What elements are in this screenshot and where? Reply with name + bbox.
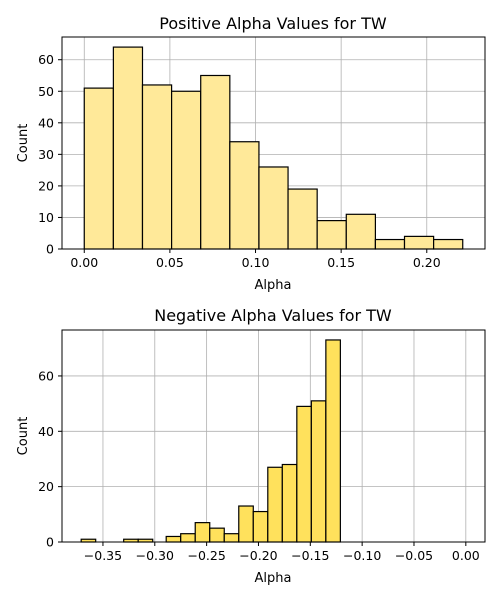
negative-alpha-bar xyxy=(325,339,341,543)
positive-alpha-bar xyxy=(200,74,231,250)
negative-alpha-bar xyxy=(194,522,211,543)
negative-alpha-x-axis-label: Alpha xyxy=(255,571,292,586)
positive-alpha-plot-frame xyxy=(61,36,486,250)
negative-alpha-y-tick-label: 0 xyxy=(46,535,54,550)
negative-alpha-y-axis-label: Count xyxy=(16,417,31,456)
positive-alpha-y-tick-label: 10 xyxy=(38,210,54,225)
negative-alpha-y-ticks: 0 20 40 60 xyxy=(38,368,62,550)
positive-alpha-y-tick-label: 50 xyxy=(38,84,54,99)
positive-alpha-bar xyxy=(229,141,260,250)
positive-alpha-y-tick-label: 40 xyxy=(38,115,54,130)
positive-alpha-bar xyxy=(345,213,376,250)
positive-alpha-x-axis-label: Alpha xyxy=(255,278,292,293)
negative-alpha-y-tick-label: 40 xyxy=(38,424,54,439)
negative-alpha-bar xyxy=(238,505,254,543)
negative-alpha-bar xyxy=(180,533,196,543)
negative-alpha-x-ticks: −0.35 −0.30 −0.25 −0.20 −0.15 −0.10 −0.05 0.00 xyxy=(84,542,480,563)
positive-alpha-bar xyxy=(112,46,144,250)
negative-alpha-x-tick-label: −0.30 xyxy=(136,548,174,563)
positive-alpha-x-ticks: 0.00 0.05 0.10 0.15 0.20 xyxy=(70,249,441,270)
positive-alpha-bar xyxy=(316,220,347,250)
negative-alpha-bar xyxy=(281,463,298,543)
positive-alpha-bar xyxy=(287,188,318,250)
positive-alpha-y-axis-label: Count xyxy=(16,124,31,163)
positive-alpha-bar xyxy=(374,238,406,250)
negative-alpha-x-tick-label: −0.10 xyxy=(343,548,381,563)
positive-alpha-bar xyxy=(171,90,202,250)
negative-alpha-y-tick-label: 60 xyxy=(38,368,54,383)
positive-alpha-y-ticks: 0 10 20 30 40 50 60 xyxy=(38,52,62,257)
negative-alpha-bar xyxy=(296,405,312,543)
positive-alpha-x-tick-label: 0.10 xyxy=(242,255,270,270)
negative-alpha-x-tick-label: −0.35 xyxy=(84,548,122,563)
positive-alpha-x-tick-label: 0.00 xyxy=(70,255,98,270)
positive-alpha-x-tick-label: 0.05 xyxy=(156,255,184,270)
positive-alpha-x-tick-label: 0.15 xyxy=(327,255,355,270)
negative-alpha-bar xyxy=(310,400,327,543)
negative-alpha-bar xyxy=(223,533,240,543)
positive-alpha-y-tick-label: 20 xyxy=(38,178,54,193)
negative-alpha-bar xyxy=(165,535,182,543)
positive-alpha-y-tick-label: 60 xyxy=(38,52,54,67)
negative-alpha-bar xyxy=(209,527,225,543)
positive-alpha-bar xyxy=(403,235,435,250)
positive-alpha-y-tick-label: 30 xyxy=(38,147,54,162)
positive-alpha-x-tick-label: 0.20 xyxy=(413,255,441,270)
negative-alpha-bars xyxy=(80,339,341,543)
positive-alpha-bar xyxy=(433,238,464,250)
positive-alpha-bar xyxy=(141,84,173,250)
positive-alpha-title: Positive Alpha Values for TW xyxy=(159,14,387,33)
negative-alpha-x-tick-label: 0.00 xyxy=(452,548,480,563)
negative-alpha-x-tick-label: −0.15 xyxy=(291,548,329,563)
positive-alpha-bars xyxy=(83,46,464,250)
positive-alpha-bar xyxy=(83,87,114,250)
negative-alpha-x-tick-label: −0.05 xyxy=(395,548,433,563)
negative-alpha-x-tick-label: −0.25 xyxy=(187,548,225,563)
positive-alpha-panel: Positive Alpha Values for TW 0.00 0.05 0.1… xyxy=(16,14,486,293)
negative-alpha-bar xyxy=(267,466,283,543)
negative-alpha-panel: Negative Alpha Values for TW −0.35 −0.30−… xyxy=(16,306,486,586)
negative-alpha-y-tick-label: 20 xyxy=(38,479,54,494)
negative-alpha-plot-frame xyxy=(61,329,486,543)
negative-alpha-bar xyxy=(252,510,269,543)
negative-alpha-title: Negative Alpha Values for TW xyxy=(154,306,392,325)
positive-alpha-bar xyxy=(258,166,289,250)
positive-alpha-y-tick-label: 0 xyxy=(46,242,54,257)
negative-alpha-x-tick-label: −0.20 xyxy=(239,548,277,563)
